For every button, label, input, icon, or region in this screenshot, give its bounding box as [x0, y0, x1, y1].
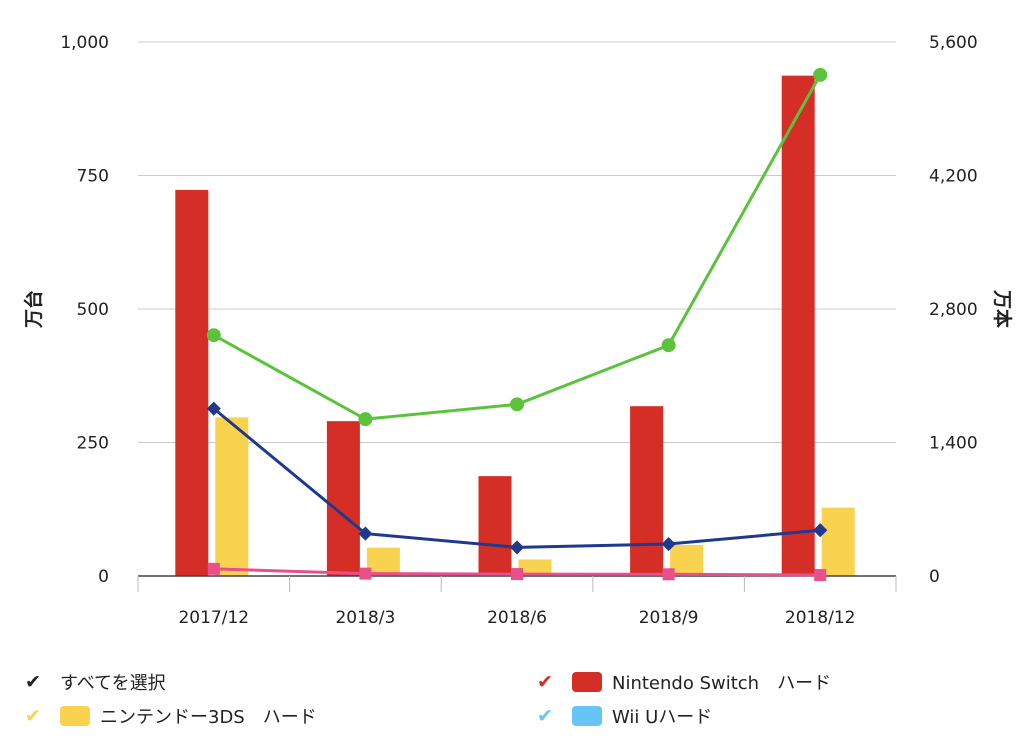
bar — [326, 421, 360, 576]
check-icon: ✔ — [537, 671, 553, 693]
y-tick-label-right: 1,400 — [929, 434, 978, 454]
gridlines — [138, 41, 896, 443]
line-point — [359, 567, 372, 580]
line-point — [358, 526, 373, 541]
legend-swatch — [60, 706, 90, 726]
line-point — [661, 536, 676, 552]
line-point — [814, 569, 827, 582]
bar — [478, 476, 512, 576]
line-point — [511, 568, 523, 581]
y-tick-label-left: 1,000 — [60, 33, 109, 53]
line-point — [509, 540, 525, 555]
y-tick-label-right: 5,600 — [929, 33, 978, 53]
line-point — [207, 562, 220, 575]
legend-swatch — [572, 672, 602, 692]
bar — [821, 507, 855, 576]
bar — [630, 406, 664, 576]
chart: 0 250 500 750 1,000 0 1,400 2,800 4,200 5,600 万台… — [22, 33, 1014, 628]
line-point — [510, 397, 524, 412]
check-icon: ✔ — [537, 705, 553, 727]
lines — [206, 67, 828, 582]
bar — [518, 559, 552, 576]
y-tick-label-left: 0 — [98, 567, 109, 587]
legend-item-label: Nintendo Switch ハード — [612, 673, 832, 694]
y-tick-label-left: 250 — [77, 434, 109, 454]
bar — [175, 189, 209, 576]
line-point — [813, 523, 828, 538]
y-tick-label-left: 750 — [77, 167, 109, 187]
line-series — [213, 74, 822, 421]
line-point — [662, 568, 675, 581]
x-tick-label: 2018/9 — [639, 608, 699, 628]
right-axis-title: 万本 — [991, 289, 1014, 328]
y-tick-label-right: 2,800 — [929, 300, 978, 320]
legend: ✔ すべてを選択 ✔ Nintendo Switch ハード ✔ ニンテンドー3… — [0, 662, 1030, 736]
x-tick-label: 2017/12 — [178, 608, 249, 628]
legend-item-label: ニンテンドー3DS ハード — [100, 707, 317, 728]
legend-swatch — [572, 706, 602, 726]
legend-item-switch[interactable]: ✔ Nintendo Switch ハード — [534, 668, 831, 696]
bar — [670, 545, 704, 576]
line-series — [212, 407, 821, 549]
bar — [366, 547, 400, 576]
bars — [175, 75, 855, 576]
check-icon: ✔ — [25, 671, 41, 693]
x-tick-label: 2018/12 — [785, 608, 856, 628]
legend-select-all-label: すべてを選択 — [60, 673, 166, 694]
legend-item-3ds[interactable]: ✔ ニンテンドー3DS ハード — [22, 702, 317, 730]
y-tick-label-right: 4,200 — [929, 167, 978, 187]
x-axis: 2017/12 2018/3 2018/6 2018/9 2018/12 — [137, 575, 897, 628]
bar — [215, 417, 249, 576]
line-point — [358, 412, 373, 427]
line-point — [661, 338, 676, 353]
y-tick-label-left: 500 — [77, 300, 109, 320]
legend-item-label: Wii Uハード — [612, 707, 713, 728]
check-icon: ✔ — [25, 705, 41, 727]
line-point — [206, 401, 221, 416]
x-tick-label: 2018/3 — [335, 608, 395, 628]
left-axis-ticks: 0 250 500 750 1,000 — [60, 33, 109, 587]
x-tick-label: 2018/6 — [487, 608, 547, 628]
right-axis-ticks: 0 1,400 2,800 4,200 5,600 — [929, 33, 978, 587]
left-axis-title: 万台 — [22, 290, 45, 329]
line-point — [813, 67, 828, 82]
line-point — [206, 328, 221, 343]
legend-item-wiiu[interactable]: ✔ Wii Uハード — [534, 702, 712, 730]
y-tick-label-right: 0 — [929, 567, 940, 587]
bar — [781, 75, 815, 576]
legend-select-all[interactable]: ✔ すべてを選択 — [22, 668, 166, 696]
